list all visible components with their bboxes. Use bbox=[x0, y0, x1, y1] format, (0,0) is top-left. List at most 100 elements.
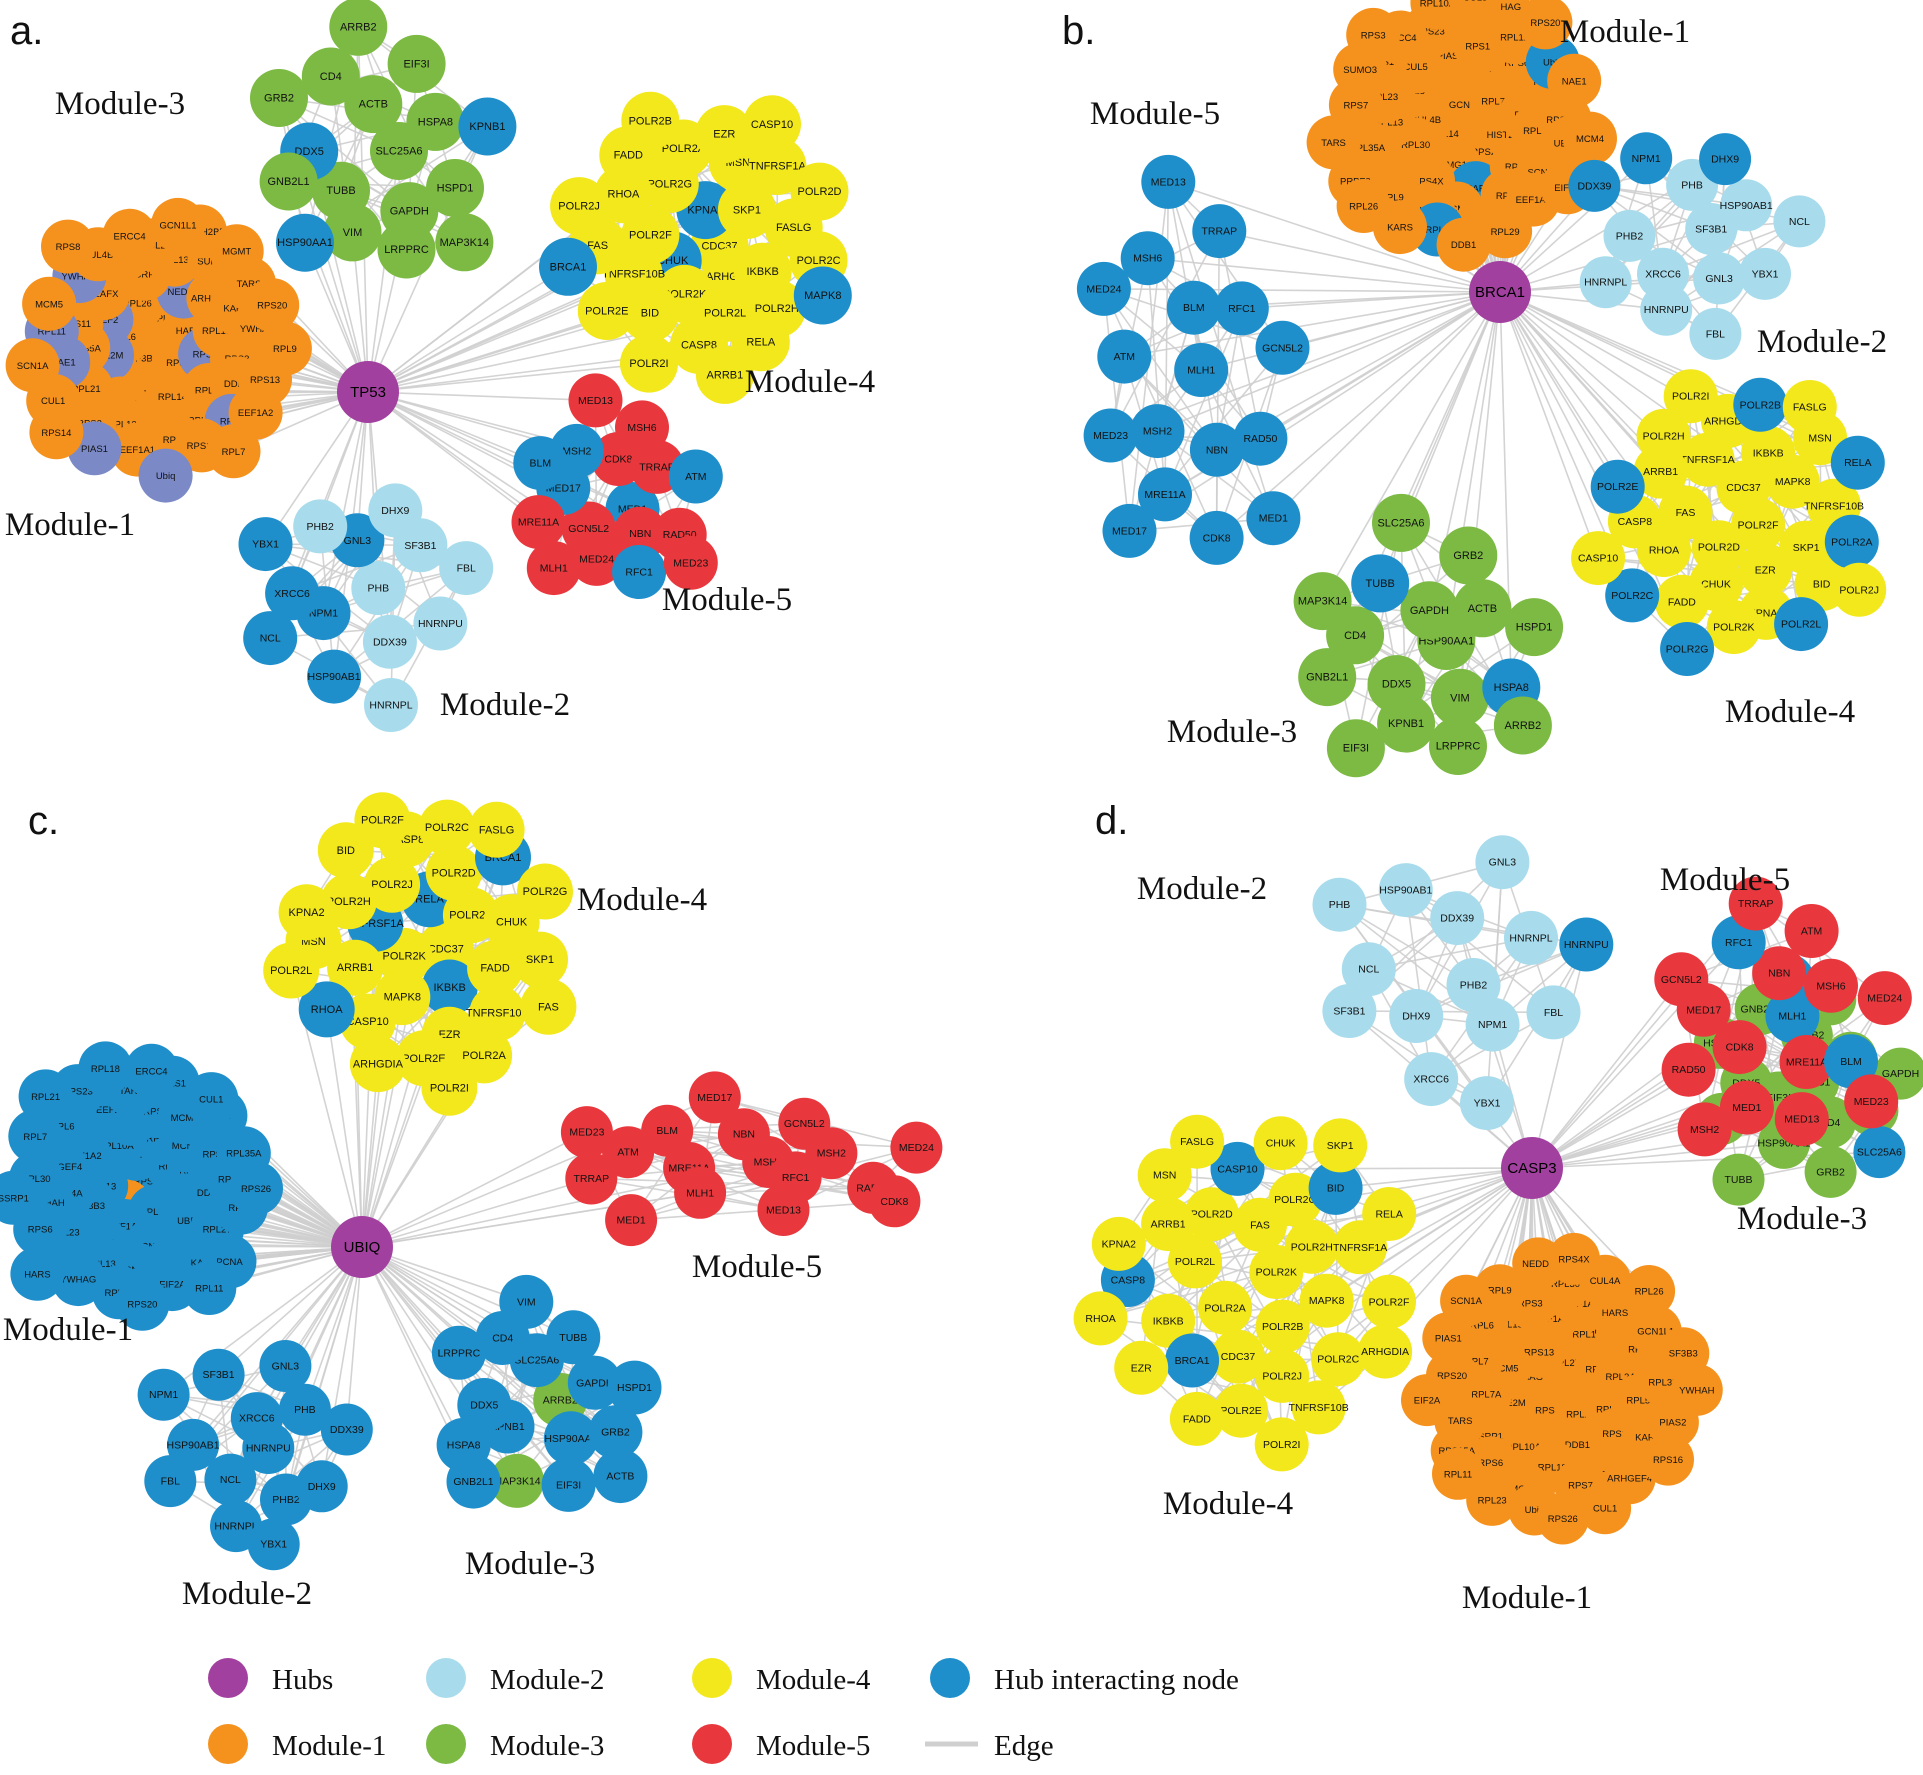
panel-d: PRPF3RPS2RPL27RPL14YWHAGRPL31H2AFXRPS13R… bbox=[1073, 799, 1923, 1616]
node-Ubiq: Ubiq bbox=[138, 448, 193, 503]
svg-text:MED13: MED13 bbox=[578, 395, 613, 407]
legend-item-module-3: Module-3 bbox=[426, 1724, 604, 1764]
node-RPS4X: RPS4X bbox=[1548, 1232, 1600, 1285]
node-RPL29: RPL29 bbox=[1478, 204, 1533, 259]
svg-text:RELA: RELA bbox=[415, 894, 444, 906]
node-RPS20: RPS20 bbox=[1518, 0, 1573, 50]
node-RAD50: RAD50 bbox=[1233, 411, 1288, 466]
svg-text:RPL12: RPL12 bbox=[1572, 1329, 1601, 1340]
svg-text:POLR2F: POLR2F bbox=[1369, 1296, 1410, 1308]
node-NBN: NBN bbox=[717, 1108, 770, 1161]
node-POLR2C: POLR2C bbox=[1605, 568, 1660, 623]
node-RELA: RELA bbox=[1362, 1187, 1417, 1241]
legend-swatch-icon bbox=[692, 1658, 732, 1698]
svg-text:PHB: PHB bbox=[1329, 899, 1351, 911]
node-FBL: FBL bbox=[1689, 307, 1742, 360]
svg-text:HSPD1: HSPD1 bbox=[437, 183, 474, 195]
svg-text:RPS3: RPS3 bbox=[1361, 30, 1386, 41]
node-HSPA8: HSPA8 bbox=[406, 92, 465, 151]
node-RPL7: RPL7 bbox=[206, 424, 261, 479]
node-POLR2L: POLR2L bbox=[263, 942, 320, 999]
svg-text:POLR2E: POLR2E bbox=[585, 306, 628, 318]
svg-text:RPL13: RPL13 bbox=[1494, 1320, 1523, 1331]
svg-text:RPS23: RPS23 bbox=[63, 1087, 93, 1098]
svg-text:RPL10A: RPL10A bbox=[1506, 1442, 1542, 1453]
svg-text:KPNA2: KPNA2 bbox=[289, 907, 325, 919]
svg-text:RHOA: RHOA bbox=[1649, 545, 1679, 557]
svg-text:POLR2J: POLR2J bbox=[1839, 584, 1879, 596]
module-label: Module-1 bbox=[5, 507, 135, 543]
legend-item-module-5: Module-5 bbox=[692, 1724, 870, 1764]
svg-text:BID: BID bbox=[641, 308, 659, 320]
svg-text:LRPPRC: LRPPRC bbox=[384, 244, 429, 256]
svg-text:KPNB1: KPNB1 bbox=[469, 121, 505, 133]
svg-text:RPS13: RPS13 bbox=[250, 375, 280, 386]
svg-text:CDC37: CDC37 bbox=[1221, 1351, 1256, 1363]
svg-text:MCM5: MCM5 bbox=[171, 1113, 199, 1124]
svg-text:FASLG: FASLG bbox=[776, 222, 811, 234]
svg-text:RPL26: RPL26 bbox=[1635, 1287, 1664, 1298]
svg-text:FAS: FAS bbox=[538, 1001, 559, 1013]
node-XRCC6: XRCC6 bbox=[230, 1392, 283, 1445]
svg-text:RPS6: RPS6 bbox=[166, 358, 191, 369]
svg-text:DDB1: DDB1 bbox=[197, 1188, 222, 1199]
node-RFC1: RFC1 bbox=[612, 545, 667, 599]
svg-text:HSP90AB1: HSP90AB1 bbox=[167, 1439, 220, 1451]
node-HSPD1: HSPD1 bbox=[1505, 598, 1564, 657]
svg-text:SCN1A: SCN1A bbox=[1527, 167, 1559, 178]
node-GNL3: GNL3 bbox=[1693, 252, 1746, 305]
svg-text:PHB: PHB bbox=[294, 1404, 316, 1416]
svg-text:RFC1: RFC1 bbox=[782, 1172, 810, 1184]
svg-text:IKBKB: IKBKB bbox=[1753, 447, 1784, 459]
svg-text:POLR2L: POLR2L bbox=[1781, 619, 1821, 631]
node-HSP90AA1: HSP90AA1 bbox=[543, 1411, 598, 1466]
svg-text:PHB: PHB bbox=[368, 583, 390, 595]
svg-text:VIM: VIM bbox=[343, 227, 363, 239]
svg-text:MCM4: MCM4 bbox=[1576, 134, 1604, 145]
node-PHB: PHB bbox=[351, 561, 406, 615]
svg-text:Module-5: Module-5 bbox=[756, 1730, 870, 1762]
svg-text:MSN: MSN bbox=[1153, 1170, 1176, 1182]
node-BRCA1: BRCA1 bbox=[1165, 1333, 1220, 1388]
svg-text:TUBB: TUBB bbox=[326, 185, 355, 197]
svg-text:MLH1: MLH1 bbox=[1187, 365, 1215, 377]
svg-text:RPS6: RPS6 bbox=[28, 1225, 53, 1236]
node-MRE11A: MRE11A bbox=[1779, 1035, 1834, 1089]
svg-text:GCN1L1: GCN1L1 bbox=[160, 220, 197, 231]
node-SKP1: SKP1 bbox=[512, 931, 568, 988]
node-DDB1: DDB1 bbox=[1436, 217, 1491, 272]
node-HNRNPU: HNRNPU bbox=[1640, 283, 1693, 336]
module-label: Module-5 bbox=[1660, 862, 1790, 898]
node-HNRNPL: HNRNPL bbox=[1579, 256, 1632, 309]
svg-text:NCL: NCL bbox=[260, 633, 281, 645]
svg-text:EEF1A1: EEF1A1 bbox=[1564, 1299, 1599, 1310]
node-MGMT: MGMT bbox=[209, 224, 264, 279]
svg-text:GCN1L1: GCN1L1 bbox=[1637, 1327, 1674, 1338]
svg-text:CASP10: CASP10 bbox=[1217, 1163, 1257, 1175]
legend-swatch-icon bbox=[426, 1658, 466, 1698]
node-CUL1: CUL1 bbox=[184, 1072, 239, 1127]
svg-text:CUL4B: CUL4B bbox=[83, 250, 114, 261]
svg-text:DDX5: DDX5 bbox=[470, 1400, 498, 1412]
svg-text:FAS: FAS bbox=[1676, 507, 1696, 519]
svg-text:CASP8: CASP8 bbox=[681, 340, 717, 352]
svg-text:RPS2: RPS2 bbox=[1535, 1406, 1560, 1417]
node-MED23: MED23 bbox=[1083, 408, 1138, 463]
svg-text:HARS: HARS bbox=[176, 326, 202, 337]
svg-text:HSPA8: HSPA8 bbox=[447, 1439, 481, 1451]
node-KPNA2: KPNA2 bbox=[1091, 1216, 1146, 1271]
svg-text:POLR2L: POLR2L bbox=[270, 965, 312, 977]
svg-text:RPS20: RPS20 bbox=[127, 1299, 157, 1310]
node-SCN1A: SCN1A bbox=[1440, 1274, 1493, 1327]
svg-text:PHB2: PHB2 bbox=[306, 521, 334, 533]
svg-text:PHB2: PHB2 bbox=[1460, 980, 1488, 992]
svg-text:MED23: MED23 bbox=[569, 1127, 604, 1139]
svg-text:IKBKB: IKBKB bbox=[746, 266, 778, 278]
node-NCL: NCL bbox=[1341, 942, 1396, 997]
node-ARRB1: ARRB1 bbox=[327, 939, 384, 996]
svg-text:POLR2B: POLR2B bbox=[1262, 1321, 1303, 1333]
svg-text:GNL3: GNL3 bbox=[1489, 857, 1517, 869]
node-FADD: FADD bbox=[1654, 574, 1709, 629]
node-FBL: FBL bbox=[144, 1455, 197, 1508]
svg-text:DDX39: DDX39 bbox=[1577, 180, 1611, 192]
